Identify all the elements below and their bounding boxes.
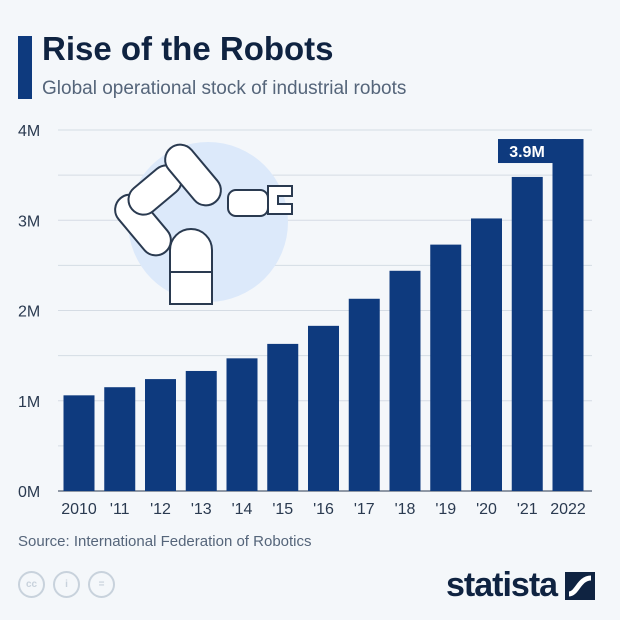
x-tick-label: '16 bbox=[313, 501, 334, 518]
bar-11 bbox=[104, 387, 136, 491]
y-tick-label: 4M bbox=[18, 123, 40, 140]
bar-16 bbox=[308, 325, 339, 491]
statista-wordmark: statista bbox=[446, 566, 558, 604]
x-tick-label: '20 bbox=[476, 501, 497, 518]
data-label-box bbox=[498, 139, 556, 164]
bar-18 bbox=[389, 270, 421, 491]
y-tick-label: 3M bbox=[18, 213, 40, 230]
bar-14 bbox=[226, 358, 258, 491]
source-note: Source: International Federation of Robo… bbox=[18, 533, 312, 550]
bar-21 bbox=[511, 176, 543, 491]
x-tick-label: '18 bbox=[395, 501, 416, 518]
robot-arm-illustration bbox=[114, 142, 293, 305]
bar-12 bbox=[145, 379, 176, 491]
chart-subtitle: Global operational stock of industrial r… bbox=[42, 78, 407, 99]
no-derivatives-icon[interactable]: = bbox=[88, 571, 115, 598]
bar-2010 bbox=[63, 395, 95, 491]
x-tick-label: '17 bbox=[354, 501, 375, 518]
attribution-icon[interactable]: i bbox=[53, 571, 80, 598]
x-tick-label: '15 bbox=[272, 501, 293, 518]
x-tick-label: '13 bbox=[191, 501, 212, 518]
bar-2022 bbox=[552, 139, 584, 491]
statista-logo-icon bbox=[565, 571, 596, 600]
license-icons[interactable]: cc i = bbox=[18, 571, 115, 598]
data-label: 3.9M bbox=[509, 144, 545, 161]
title-accent-bar bbox=[18, 36, 32, 99]
x-tick-label: '11 bbox=[110, 501, 130, 518]
bar-13 bbox=[185, 370, 217, 491]
bar-20 bbox=[471, 218, 502, 491]
statista-logo[interactable]: statista bbox=[446, 566, 596, 605]
bar-chart: 0M 1M 2M 3M 4M 2010 '11 '12 '13 '14 '15 '16 '17 '18 '1… bbox=[18, 123, 592, 518]
bar-17 bbox=[348, 298, 380, 491]
x-tick-label: '14 bbox=[232, 501, 253, 518]
chart-title: Rise of the Robots bbox=[42, 30, 334, 67]
bar-19 bbox=[430, 244, 462, 491]
x-tick-label: '19 bbox=[435, 501, 456, 518]
y-tick-label: 0M bbox=[18, 484, 40, 501]
bar-15 bbox=[267, 343, 299, 491]
y-tick-label: 2M bbox=[18, 304, 40, 321]
x-tick-label: 2010 bbox=[61, 501, 97, 518]
x-tick-label: '21 bbox=[517, 501, 538, 518]
x-tick-label: 2022 bbox=[550, 501, 586, 518]
x-tick-label: '12 bbox=[150, 501, 171, 518]
cc-icon[interactable]: cc bbox=[18, 571, 45, 598]
y-tick-label: 1M bbox=[18, 394, 40, 411]
